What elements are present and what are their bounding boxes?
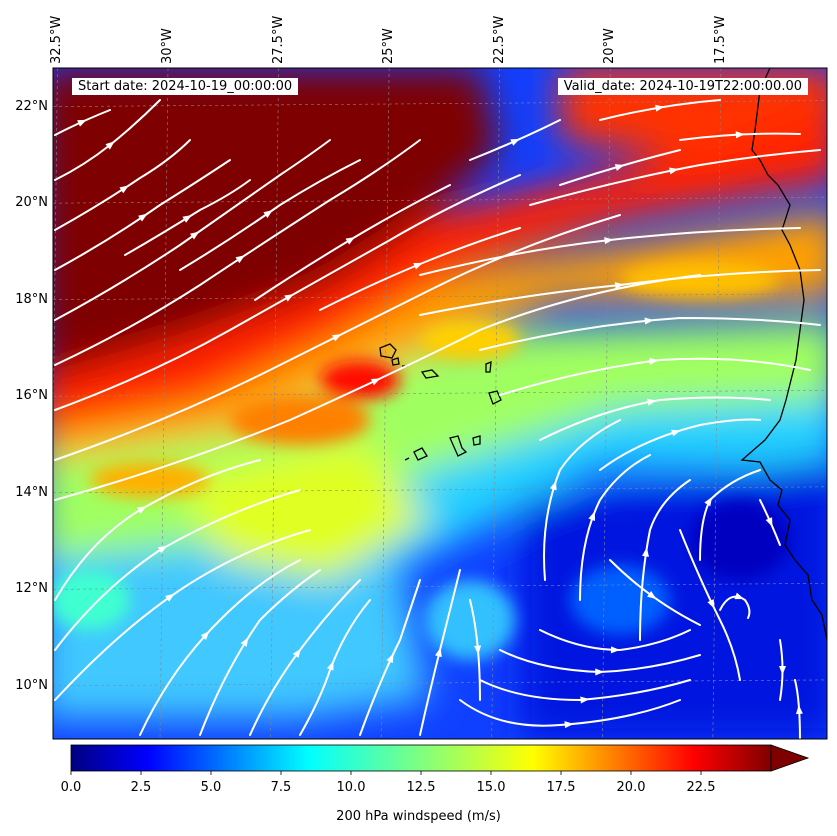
streamline-arrowhead [610, 646, 620, 654]
longitude-label: 17.5°W [712, 15, 728, 64]
streamline-arrowhead [649, 357, 659, 365]
streamline-arrowhead [292, 648, 302, 658]
latitude-label: 12°N [15, 581, 48, 597]
colorbar-tick-label: 15.0 [476, 780, 506, 795]
streamline-arrowhead [137, 506, 147, 514]
streamline-arrowhead [564, 721, 574, 729]
streamline-arrowhead [614, 282, 625, 290]
map-frame [52, 67, 828, 740]
streamline-arrowhead [580, 696, 590, 704]
streamline-arrowhead [435, 647, 442, 658]
longitude-label: 22.5°W [491, 15, 507, 64]
streamline-arrowhead [604, 237, 614, 245]
longitude-gridline [380, 68, 390, 739]
streamline-arrowhead [182, 215, 192, 223]
africa-coastline [740, 68, 827, 641]
streamline-arrowhead [779, 665, 787, 675]
colorbar-tick-label: 7.5 [270, 780, 292, 795]
streamline-arrowhead [326, 661, 334, 671]
streamline-arrowhead [647, 590, 657, 600]
wind-speed-field [53, 68, 827, 739]
latitude-label: 22°N [15, 98, 48, 114]
streamline-arrowhead [386, 653, 394, 664]
colorbar-tick-label: 5.0 [200, 780, 222, 795]
colorbar-tick-label: 22.5 [686, 780, 716, 795]
streamline-arrowhead [510, 138, 520, 146]
streamline-arrowhead [614, 164, 625, 171]
colorbar [70, 744, 810, 775]
streamline-arrowhead [77, 119, 87, 127]
streamline-arrowhead [345, 236, 356, 245]
start-date-label: Start date: 2024-10-19_00:00:00 [72, 78, 299, 95]
streamline-arrowhead [157, 545, 168, 554]
streamline-arrowhead [655, 104, 665, 112]
longitude-gridline [491, 68, 501, 739]
longitude-label: 32.5°W [49, 15, 65, 64]
streamline-arrowhead [105, 141, 115, 150]
colorbar-tick-label: 17.5 [546, 780, 576, 795]
streamline-arrowhead [263, 209, 273, 218]
valid-date-label: Valid_date: 2024-10-19T22:00:00.00 [557, 78, 808, 95]
streamline-arrowhead [642, 547, 649, 557]
streamline-arrowhead [588, 511, 595, 521]
colorbar-tick-label: 10.0 [336, 780, 366, 795]
colorbar-extend-arrow [770, 744, 810, 772]
streamline-arrowhead [413, 262, 423, 270]
streamline-arrowhead [370, 378, 381, 386]
colorbar-tick-label: 20.0 [616, 780, 646, 795]
latitude-label: 14°N [15, 484, 48, 500]
streamline-arrowhead [735, 131, 745, 139]
streamline-arrowhead [240, 637, 249, 647]
longitude-label: 30°W [159, 28, 175, 64]
longitude-gridline [270, 68, 279, 739]
streamline-arrowhead [235, 255, 245, 264]
streamline-arrowhead [549, 480, 557, 491]
colorbar-tick-label: 2.5 [130, 780, 152, 795]
streamline-arrowhead [669, 167, 679, 175]
streamline-arrowhead [671, 429, 681, 437]
streamline-arrowhead [765, 517, 773, 527]
longitude-gridline [712, 68, 722, 739]
streamline-arrowhead [332, 334, 342, 342]
streamline-arrowhead [119, 185, 129, 194]
streamline-arrowhead [189, 231, 200, 240]
latitude-label: 10°N [15, 677, 48, 693]
longitude-label: 27.5°W [270, 15, 286, 64]
streamline-arrowhead [474, 645, 482, 655]
colorbar-tick-label: 0.0 [60, 780, 82, 795]
colorbar-tick-label: 12.5 [406, 780, 436, 795]
streamline-arrowhead [284, 294, 294, 302]
streamline-arrowhead [704, 496, 713, 507]
latitude-label: 16°N [15, 388, 48, 404]
streamline-arrowhead [138, 213, 148, 222]
colorbar-title: 200 hPa windspeed (m/s) [336, 809, 501, 824]
longitude-gridline [601, 68, 611, 739]
streamline-arrowhead [644, 317, 654, 325]
streamline-arrowhead [795, 704, 803, 715]
longitude-gridline [159, 68, 169, 739]
latitude-label: 18°N [15, 291, 48, 307]
streamline-arrowhead [200, 630, 210, 640]
longitude-label: 20°W [602, 28, 618, 64]
streamline-arrowhead [165, 593, 175, 602]
longitude-label: 25°W [381, 28, 397, 64]
streamline-arrowhead [595, 668, 605, 676]
latitude-label: 20°N [15, 195, 48, 211]
longitude-gridlines [53, 68, 722, 739]
streamline-arrowhead [707, 599, 715, 609]
streamline-arrowhead [647, 398, 657, 406]
streamline-arrowhead [734, 592, 745, 600]
